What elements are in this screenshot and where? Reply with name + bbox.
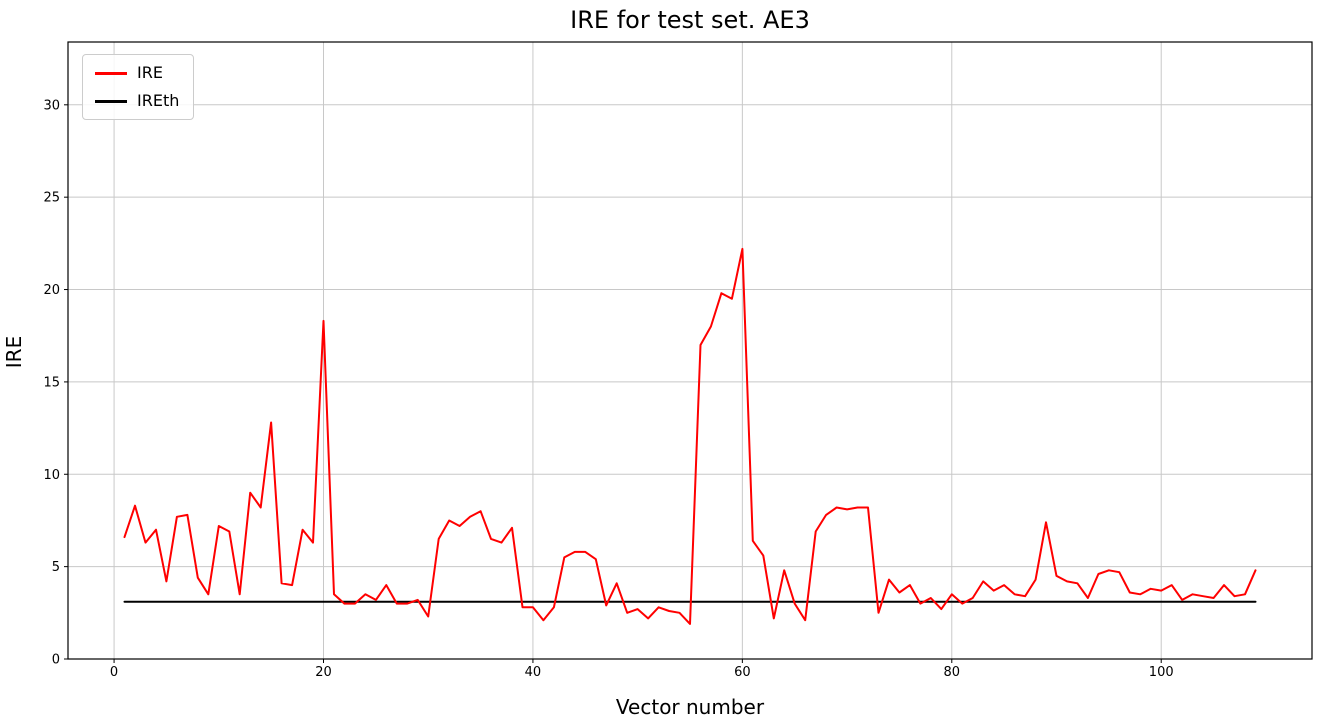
y-tick-label: 5 bbox=[52, 560, 60, 575]
x-tick-label: 80 bbox=[944, 665, 961, 680]
y-tick-label: 0 bbox=[52, 653, 60, 668]
x-axis-label: Vector number bbox=[615, 695, 765, 719]
ireth-line-sample-icon bbox=[95, 99, 127, 103]
legend-label-ire: IRE bbox=[137, 63, 163, 82]
legend: IRE IREth bbox=[82, 54, 195, 120]
x-tick-label: 100 bbox=[1149, 665, 1174, 680]
legend-item-ire: IRE bbox=[95, 63, 179, 83]
y-axis-label: IRE bbox=[2, 335, 26, 369]
y-tick-label: 10 bbox=[43, 468, 60, 483]
series-line-ire bbox=[123, 247, 1257, 625]
plot-frame bbox=[67, 41, 1313, 660]
y-tick-label: 25 bbox=[43, 191, 60, 206]
x-tick-label: 0 bbox=[110, 665, 118, 680]
legend-item-ireth: IREth bbox=[95, 91, 179, 111]
y-tick-label: 20 bbox=[43, 283, 60, 298]
ire-line-sample-icon bbox=[95, 71, 127, 75]
x-tick-label: 20 bbox=[315, 665, 332, 680]
y-tick-label: 15 bbox=[43, 375, 60, 390]
y-tick-label: 30 bbox=[43, 98, 60, 113]
legend-label-ireth: IREth bbox=[137, 91, 180, 110]
x-tick-label: 40 bbox=[525, 665, 542, 680]
plot-background bbox=[68, 42, 1312, 659]
chart-title: IRE for test set. AE3 bbox=[570, 6, 810, 34]
x-tick-label: 60 bbox=[734, 665, 751, 680]
